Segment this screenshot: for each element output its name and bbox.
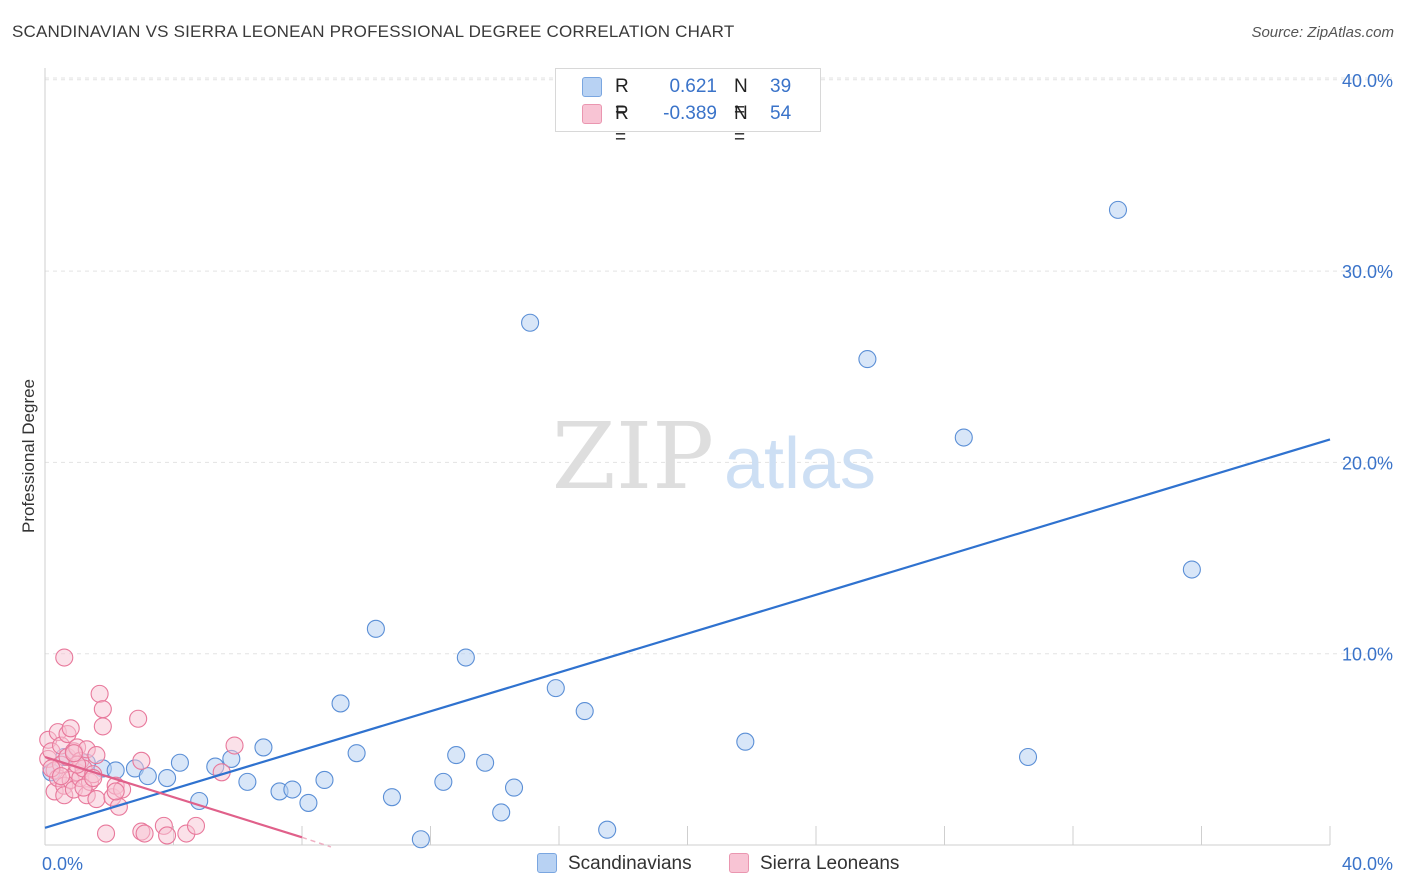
legend-r-value: -0.389 [663,103,717,124]
sierra-leonean-point [52,767,71,786]
scandinavian-point [138,767,157,786]
y-tick-label: 40.0% [1342,71,1393,91]
sierra-leonean-point [106,782,125,801]
scandinavians-trend-line [44,438,1331,829]
x-tick-label: 40.0% [1342,854,1393,874]
scandinavian-point [546,679,565,698]
scandinavian-point [331,694,350,713]
scandinavian-point [575,702,594,721]
legend-r-label: R = [615,76,629,121]
scandinavian-point [170,753,189,772]
x-tick-labels: 0.0% 40.0% [42,854,1393,874]
scandinavian-point [858,350,877,369]
scandinavian-point [476,753,495,772]
y-tick-labels: 10.0% 20.0% 30.0% 40.0% [1342,71,1393,665]
bottom-swatch-blue [537,853,557,873]
y-tick-label: 10.0% [1342,645,1393,665]
legend-n-label: N = [734,103,748,148]
chart-title: SCANDINAVIAN VS SIERRA LEONEAN PROFESSIO… [12,22,735,41]
scandinavian-point [254,738,273,757]
scandinavian-point [158,768,177,788]
sierra-leonean-point [87,746,106,765]
scandinavian-point [492,803,511,822]
axes [44,68,1331,846]
scandinavian-point [521,313,540,332]
scandinavian-point [1018,747,1038,767]
sierra-leonean-point [90,684,109,703]
sierra-leoneans-trend-line [44,755,303,839]
bottom-legend-label: Sierra Leoneans [760,853,900,874]
legend-n-label: N = [734,76,748,121]
bottom-swatch-pink [729,853,749,873]
sierra-leonean-point [129,709,148,728]
scandinavian-point [283,780,302,799]
sierra-leonean-point [61,719,80,738]
scandinavian-point [411,830,430,849]
legend-n-value: 54 [770,103,792,124]
scandinavian-point [736,732,755,751]
scandinavians-points [42,200,1201,849]
sierra-leonean-point [93,717,112,736]
sierra-leonean-point [158,826,177,845]
source-credit: Source: ZipAtlas.com [1251,24,1394,41]
scandinavian-point [190,791,209,811]
sierra-leoneans-points [39,648,244,845]
scandinavian-point [598,820,617,839]
x-tick-label: 0.0% [42,854,83,874]
scandinavian-point [1182,560,1201,579]
sierra-leonean-point [55,648,74,667]
trend-lines [44,438,1331,848]
scandinavian-point [299,793,318,812]
scandinavian-point [347,744,366,763]
legend-swatch-pink [582,104,602,124]
watermark: ZIP atlas [552,403,876,510]
scandinavian-point [434,772,453,791]
sierra-leonean-point [96,824,116,843]
watermark-zip: ZIP [552,403,714,510]
scandinavian-point [456,648,475,667]
sierra-leonean-point [132,751,151,770]
scandinavian-point [238,772,257,791]
scandinavian-point [1108,200,1128,219]
stats-legend: R = 0.621 N = 39 R = -0.389 N = 54 [555,68,821,148]
watermark-atlas: atlas [724,424,876,504]
bottom-legend-label: Scandinavians [568,853,692,874]
sierra-leonean-point [64,744,83,763]
legend-r-label: R = [615,103,629,148]
scandinavian-point [382,788,402,807]
scandinavian-point [447,746,466,765]
y-tick-label: 30.0% [1342,262,1393,282]
scandinavian-point [954,428,973,447]
sierra-leonean-point [225,736,244,755]
legend-n-value: 39 [770,76,792,97]
sierra-leonean-point [93,700,112,719]
legend-swatch-blue [582,77,602,97]
legend-r-value: 0.621 [669,76,717,97]
sierra-leonean-point [186,816,206,835]
y-tick-label: 20.0% [1342,453,1393,473]
y-axis-label: Professional Degree [19,379,38,533]
sierra-leonean-point [135,824,154,843]
scandinavian-point [366,619,385,638]
scandinavian-point [315,770,334,790]
scandinavian-point [504,778,524,797]
